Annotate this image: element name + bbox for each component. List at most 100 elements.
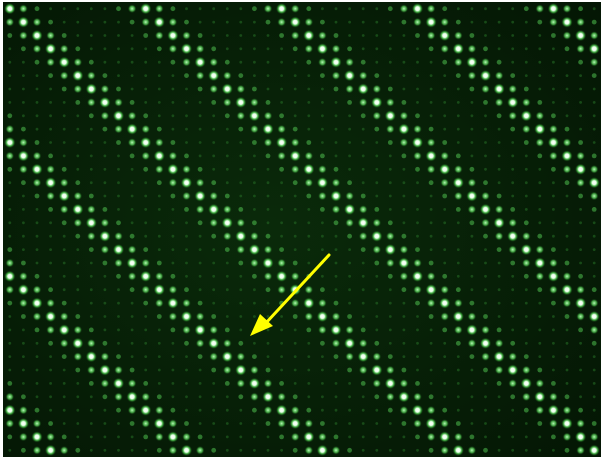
faint-spot [212,141,216,144]
bright-spot [466,56,478,68]
faint-spot [239,60,243,64]
faint-spot [416,221,419,225]
dim-spot [333,166,339,172]
dim-spot [265,233,271,239]
faint-spot [212,301,216,305]
dim-spot [102,340,108,346]
medium-spot [331,338,341,348]
faint-spot [321,234,324,238]
dim-spot [537,421,543,426]
medium-spot [195,44,205,54]
dim-spot [143,166,149,172]
medium-spot [331,312,341,321]
dim-spot [455,340,461,346]
faint-spot [225,154,229,158]
bright-spot [289,150,302,162]
dim-spot [224,247,230,253]
faint-spot [225,34,229,37]
medium-spot [32,285,42,295]
faint-spot [117,435,120,439]
faint-spot [321,221,324,225]
dim-spot [184,340,189,346]
dim-spot [211,46,217,52]
faint-spot [225,7,229,11]
faint-spot [565,368,569,372]
faint-spot [144,101,148,104]
faint-spot [592,7,596,11]
medium-spot [5,17,15,27]
faint-spot [89,435,93,439]
medium-spot [318,31,327,40]
faint-spot [388,328,392,332]
medium-spot [372,379,382,388]
medium-spot [59,205,69,214]
dim-spot [387,354,393,359]
faint-spot [484,274,487,278]
faint-spot [416,101,419,104]
dim-spot [7,113,13,119]
faint-spot [375,7,379,11]
medium-spot [399,271,409,281]
faint-spot [239,154,243,158]
faint-spot [103,60,107,64]
faint-spot [103,20,107,24]
bright-spot [221,350,234,363]
faint-spot [212,20,216,24]
faint-spot [130,74,134,77]
bright-spot [112,377,125,390]
dim-spot [360,193,366,199]
faint-spot [89,301,93,305]
faint-spot [62,7,66,11]
faint-spot [212,114,216,118]
medium-spot [86,71,96,80]
medium-spot [331,44,341,54]
faint-spot [307,248,311,252]
faint-spot [565,208,569,211]
faint-spot [266,47,270,51]
bright-spot [31,29,43,42]
faint-spot [470,422,474,425]
faint-spot [348,7,351,11]
dim-spot [156,46,162,52]
faint-spot [130,167,134,171]
dim-spot [292,394,298,400]
medium-spot [535,245,545,255]
faint-spot [334,261,338,265]
medium-spot [222,338,232,348]
faint-spot [103,34,107,37]
faint-spot [416,194,419,198]
dim-spot [184,421,189,426]
bright-spot [194,324,206,336]
faint-spot [103,288,107,292]
bright-spot [330,56,342,68]
bright-spot [438,163,451,176]
medium-spot [168,178,178,188]
faint-spot [456,355,460,358]
faint-spot [49,395,52,399]
dim-spot [523,140,529,145]
faint-spot [103,194,107,198]
faint-spot [334,114,338,118]
faint-spot [185,234,188,238]
faint-spot [443,368,447,372]
faint-spot [511,315,515,318]
faint-spot [484,395,487,399]
medium-spot [508,379,518,388]
faint-spot [375,34,379,37]
dim-spot [551,33,556,38]
faint-spot [307,87,311,91]
faint-spot [565,74,569,77]
faint-spot [375,315,379,318]
bright-spot [425,417,437,430]
dim-spot [428,447,434,453]
bright-spot [316,43,329,55]
faint-spot [361,448,365,452]
faint-spot [117,208,120,211]
dim-spot [102,207,108,212]
faint-spot [348,114,351,118]
faint-spot [307,261,311,265]
dim-spot [428,394,434,400]
medium-spot [358,205,368,214]
faint-spot [171,368,175,372]
medium-spot [154,138,164,147]
